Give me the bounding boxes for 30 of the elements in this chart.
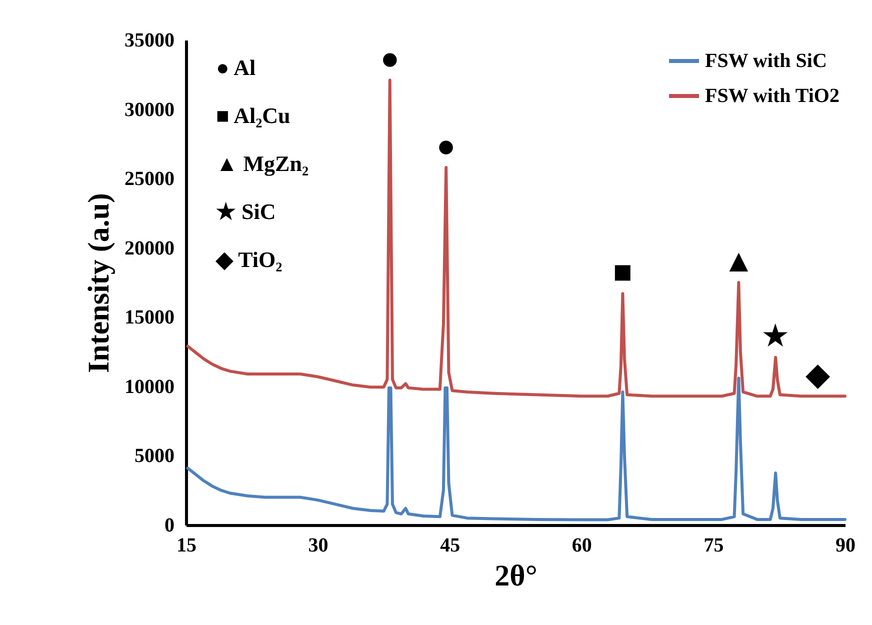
y-tick-label: 15000 bbox=[124, 306, 174, 329]
annotation: ■ Al₂Cu bbox=[216, 103, 290, 128]
y-tick-label: 0 bbox=[164, 514, 174, 536]
y-tick-label: 20000 bbox=[124, 237, 174, 260]
annotation: ● Al bbox=[216, 55, 256, 80]
annotation: ◆ bbox=[805, 356, 830, 392]
x-tick-label: 45 bbox=[440, 534, 460, 556]
legend-label: FSW with TiO2 bbox=[705, 85, 840, 107]
legend-label: FSW with SiC bbox=[705, 50, 827, 72]
annotation: ■ bbox=[613, 254, 632, 290]
y-tick-label: 5000 bbox=[134, 445, 174, 468]
x-axis-title: 2θ° bbox=[494, 560, 538, 592]
y-tick-label: 25000 bbox=[124, 168, 174, 190]
x-tick-label: 15 bbox=[176, 534, 196, 556]
x-tick-label: 30 bbox=[308, 534, 328, 556]
y-tick-label: 30000 bbox=[124, 98, 174, 121]
annotation: ▲ bbox=[722, 242, 755, 278]
annotation: ★ bbox=[761, 317, 790, 354]
line-series bbox=[186, 78, 846, 398]
x-tick-label: 60 bbox=[572, 534, 592, 556]
annotation: ● bbox=[436, 127, 456, 164]
annotation: ★ SiC bbox=[216, 199, 276, 224]
y-tick-label: 35000 bbox=[124, 30, 174, 52]
annotation: ▲ MgZn₂ bbox=[216, 151, 309, 176]
y-tick-label: 10000 bbox=[124, 376, 174, 398]
y-axis-title: Intensity (a.u) bbox=[82, 192, 116, 374]
annotation: ◆ TiO₂ bbox=[215, 247, 283, 272]
annotation: ● bbox=[380, 40, 400, 76]
x-tick-label: 90 bbox=[836, 534, 856, 556]
x-tick-label: 75 bbox=[704, 534, 724, 556]
